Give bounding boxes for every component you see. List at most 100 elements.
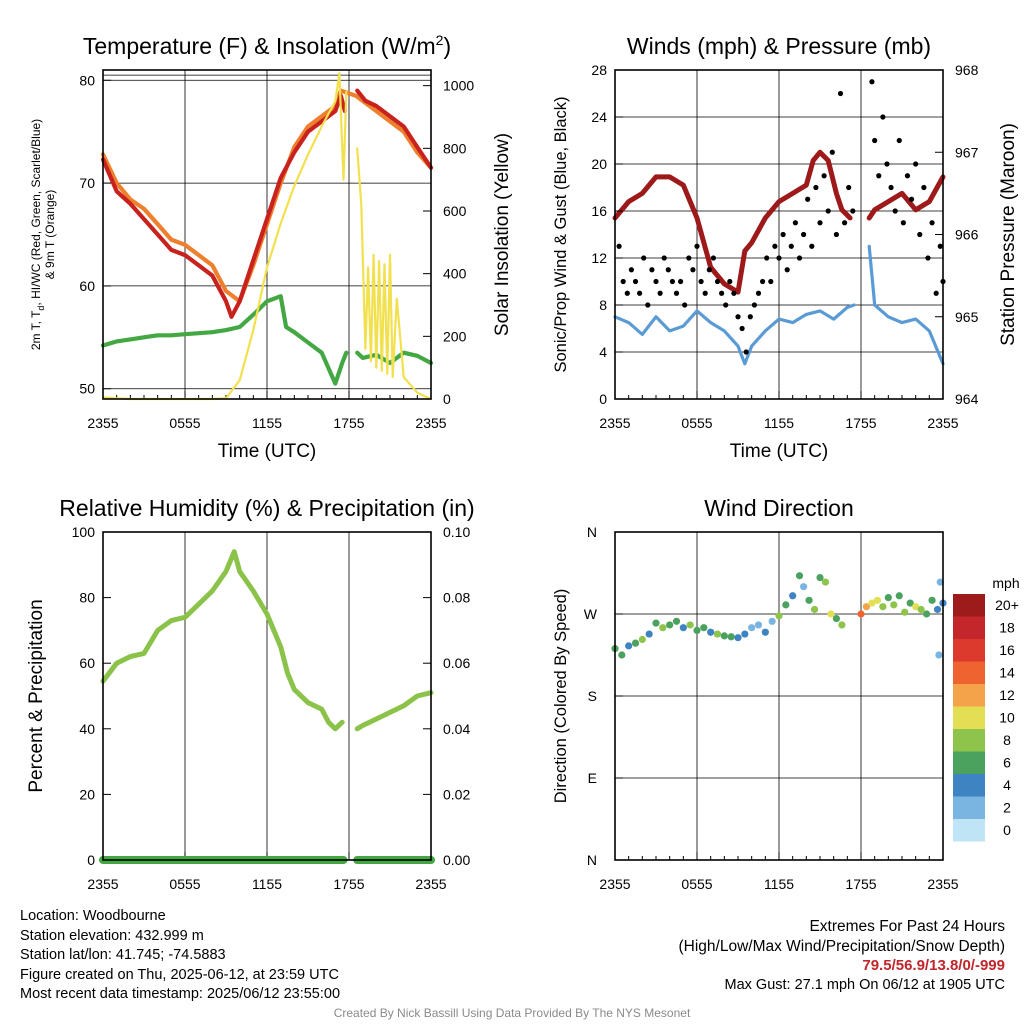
gust-point <box>892 208 898 214</box>
y-tick-label: 80 <box>79 72 95 88</box>
x-tick-label: 0555 <box>681 415 712 431</box>
gust-point <box>908 196 915 202</box>
gust-point <box>706 267 712 273</box>
gust-point <box>731 290 737 296</box>
direction-point <box>832 614 841 623</box>
colorbar-swatch <box>953 706 985 729</box>
max-gust: Max Gust: 27.1 mph On 06/12 at 1905 UTC <box>724 976 1005 993</box>
y-tick-label: 8 <box>599 297 607 313</box>
x-tick-label: 1755 <box>333 876 364 892</box>
direction-point <box>707 628 715 636</box>
direction-point <box>775 612 783 620</box>
gust-point <box>665 267 671 273</box>
direction-point <box>686 621 694 629</box>
y-tick-label: W <box>584 606 598 622</box>
direction-point <box>857 610 865 618</box>
direction-point <box>693 626 701 635</box>
gust-point <box>702 290 708 296</box>
series-pressure <box>866 174 946 221</box>
gust-point <box>813 184 819 191</box>
x-tick-label: 2355 <box>599 876 630 892</box>
direction-point <box>638 635 646 644</box>
figure-created: Figure created on Thu, 2025-06-12, at 23… <box>20 966 339 983</box>
station-latlon: Station lat/lon: 41.745; -74.5883 <box>20 947 226 963</box>
y2-tick-label: 968 <box>955 62 979 78</box>
direction-point <box>879 603 887 611</box>
colorbar-label: 20+ <box>995 597 1019 613</box>
gust-point <box>690 267 696 273</box>
y-axis-label: Sonic/Prop Wind & Gust (Blue, Black) <box>552 96 570 372</box>
y2-tick-label: 0.10 <box>443 524 470 540</box>
y-tick-label: 70 <box>79 175 95 191</box>
direction-point <box>906 599 914 607</box>
y-tick-label: 0 <box>599 391 607 407</box>
x-tick-label: 2355 <box>927 415 958 431</box>
series-wind <box>613 303 856 366</box>
y-tick-label: 50 <box>79 381 95 397</box>
gust-point <box>747 314 753 320</box>
direction-point <box>720 632 728 640</box>
plot-border <box>102 531 432 861</box>
gust-point <box>933 290 939 296</box>
gust-point <box>764 255 770 261</box>
colorbar-swatch <box>953 796 985 819</box>
y-tick-label: S <box>588 688 597 704</box>
gust-point <box>837 90 844 97</box>
gust-point <box>888 184 894 191</box>
direction-point <box>917 605 925 614</box>
gust-point <box>714 278 721 285</box>
chart-humidity: 2355 0555 1155 1755 2355 0 20 40 60 80 100 0.00 0.02… <box>26 495 475 892</box>
y2-axis-label: Solar Insolation (Yellow) <box>492 133 513 336</box>
gust-point <box>792 220 799 226</box>
x-tick-label: 1155 <box>764 415 794 431</box>
direction-point <box>933 605 942 614</box>
y-tick-label: 24 <box>591 109 607 125</box>
y-tick-label: 80 <box>79 590 95 606</box>
direction-point <box>912 603 920 611</box>
y-axis-label: Percent & Precipitation <box>26 599 47 792</box>
colorbar-label: 8 <box>1003 732 1011 748</box>
series-insolation <box>356 147 433 401</box>
colorbar-unit: mph <box>992 575 1019 591</box>
y2-tick-label: 400 <box>443 266 467 282</box>
x-axis-label: Time (UTC) <box>218 441 317 462</box>
extremes-box: Extremes For Past 24 Hours (High/Low/Max… <box>679 917 1006 995</box>
x-axis-label: Time (UTC) <box>730 441 829 462</box>
y2-tick-label: 200 <box>443 328 467 344</box>
direction-point <box>800 583 808 591</box>
direction-point <box>821 578 830 586</box>
y-tick-label: 12 <box>591 250 607 266</box>
gust-point <box>657 290 663 296</box>
x-tick-label: 0555 <box>169 876 200 892</box>
y2-tick-label: 0.02 <box>443 786 470 802</box>
gust-point <box>653 278 659 285</box>
direction-point <box>935 651 943 659</box>
gust-point <box>637 290 643 296</box>
colorbar-swatch <box>953 684 985 707</box>
x-tick-label: 2355 <box>87 876 118 892</box>
direction-point <box>901 608 909 616</box>
colorbar-label: 10 <box>999 710 1015 726</box>
colorbar-label: 18 <box>999 620 1015 636</box>
gust-point <box>833 231 840 238</box>
direction-point <box>625 642 633 650</box>
direction-point <box>862 603 871 611</box>
y-tick-label: 28 <box>591 62 607 78</box>
extremes-values: 79.5/56.9/13.8/0/-999 <box>862 957 1005 974</box>
x-tick-label: 1755 <box>333 415 364 431</box>
direction-point <box>895 592 903 600</box>
gust-point <box>719 290 725 296</box>
gust-point <box>673 290 680 296</box>
gust-point <box>694 243 700 249</box>
chart-temperature: 2355 0555 1155 1755 235550607080020040060080… <box>29 32 513 462</box>
direction-point <box>782 601 790 609</box>
gust-point <box>788 243 794 249</box>
direction-point <box>754 621 763 629</box>
chart-title: Wind Direction <box>704 495 854 521</box>
direction-point <box>810 605 819 614</box>
y-axis-label-2: & 9m T (Orange) <box>43 190 57 280</box>
x-tick-label: 0555 <box>169 415 200 431</box>
gust-point <box>929 220 935 226</box>
direction-point <box>713 630 722 638</box>
gust-point <box>776 255 782 261</box>
